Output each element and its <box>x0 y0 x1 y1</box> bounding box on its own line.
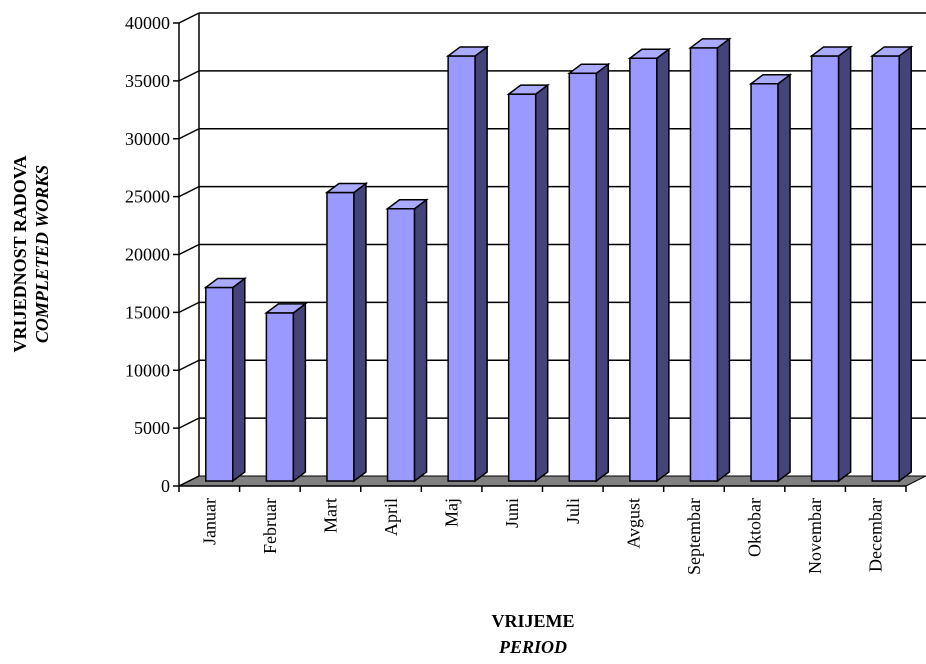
bar-front-0 <box>205 286 234 482</box>
bar-front-4 <box>447 55 476 482</box>
bar-side-11 <box>898 45 912 483</box>
y-tick-label-8: 40000 <box>125 13 170 33</box>
bar-top-10 <box>809 46 853 57</box>
bar-top-6 <box>567 63 611 75</box>
y-tick-label-5: 25000 <box>125 187 170 207</box>
x-tick-label-maj: Maj <box>442 498 462 527</box>
bar-front-11 <box>871 55 900 482</box>
bar-side-0 <box>232 276 246 483</box>
y-tick-label-3: 15000 <box>125 302 170 322</box>
bar-top-8 <box>688 38 732 49</box>
x-tick-label-januar: Januar <box>199 498 219 545</box>
bar-side-8 <box>716 37 731 483</box>
bar-front-6 <box>568 72 598 482</box>
bar-juni <box>506 83 550 483</box>
y-tick-label-2: 10000 <box>125 360 170 380</box>
bar-top-3 <box>385 198 429 210</box>
bar-side-5 <box>534 83 549 483</box>
y-tick-label-4: 20000 <box>125 245 170 265</box>
bar-front-3 <box>386 207 416 482</box>
side-gridline-5 <box>178 185 200 198</box>
side-gridline-2 <box>178 359 200 371</box>
bar-front-2 <box>326 191 355 482</box>
bar-side-1 <box>292 302 307 483</box>
bar-novembar <box>809 45 853 483</box>
bar-front-10 <box>810 55 840 482</box>
x-tick-label-novembar: Novembar <box>805 498 825 574</box>
bar-front-1 <box>265 312 295 482</box>
bar-septembar <box>688 37 732 483</box>
bar-side-9 <box>777 73 791 483</box>
bar-side-7 <box>656 47 670 483</box>
bar-side-6 <box>595 62 610 483</box>
bar-top-7 <box>627 48 672 60</box>
y-axis-title: VRIJEDNOST RADOVA <box>10 156 30 353</box>
bar-januar <box>203 276 248 483</box>
bar-front-5 <box>507 93 537 482</box>
bar-april <box>385 198 429 483</box>
x-axis-title-italic: PERIOD <box>498 637 567 657</box>
side-gridline-6 <box>178 128 200 140</box>
bar-maj <box>445 45 490 483</box>
bar-decembar <box>869 45 914 483</box>
side-gridline-7 <box>178 70 200 82</box>
x-tick-label-oktobar: Oktobar <box>745 498 765 557</box>
bar-side-3 <box>413 198 428 483</box>
bar-juli <box>567 62 611 483</box>
bar-avgust <box>627 47 672 483</box>
bar-side-10 <box>837 45 852 483</box>
bar-side-2 <box>353 182 367 483</box>
x-tick-label-februar: Februar <box>260 498 280 554</box>
bar-front-9 <box>750 82 779 482</box>
x-tick-label-juli: Juli <box>563 498 583 524</box>
y-axis-title-italic: COMPLETED WORKS <box>32 165 52 343</box>
bar-front-7 <box>629 57 658 482</box>
x-tick-label-avgust: Avgust <box>623 498 643 549</box>
x-tick-label-septembar: Septembar <box>684 498 704 575</box>
bar-top-9 <box>748 73 793 85</box>
bar-top-0 <box>203 277 248 289</box>
side-gridline-0 <box>178 475 200 487</box>
bar-top-1 <box>264 303 308 314</box>
bar-top-2 <box>324 182 369 194</box>
bar-oktobar <box>748 73 793 483</box>
x-tick-label-mart: Mart <box>320 498 340 533</box>
x-tick-label-decembar: Decembar <box>866 498 886 572</box>
x-tick-label-juni: Juni <box>502 498 522 528</box>
side-gridline-4 <box>178 243 200 256</box>
bar-front-8 <box>689 47 719 482</box>
bar-mart <box>324 182 369 483</box>
y-tick-label-1: 5000 <box>134 418 170 438</box>
bar-februar <box>264 302 308 483</box>
bar-side-4 <box>474 45 488 483</box>
side-gridline-8 <box>178 12 200 24</box>
side-gridline-3 <box>178 301 200 314</box>
y-tick-label-7: 35000 <box>125 71 170 91</box>
side-gridline-1 <box>178 417 200 429</box>
bar-top-5 <box>506 84 550 95</box>
x-tick-label-april: April <box>381 498 401 536</box>
y-tick-label-6: 30000 <box>125 129 170 149</box>
y-tick-label-0: 0 <box>161 476 170 496</box>
x-axis-title: VRIJEME <box>491 611 574 631</box>
bar-top-11 <box>869 46 914 57</box>
bar-top-4 <box>445 46 490 57</box>
